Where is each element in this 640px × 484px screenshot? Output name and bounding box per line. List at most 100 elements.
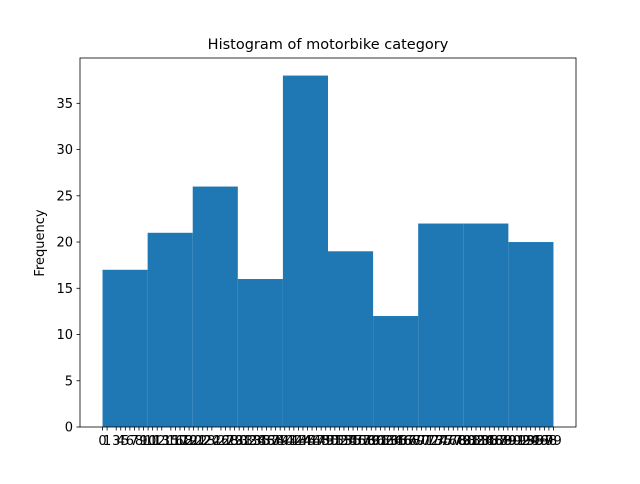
x-tick-label: 47: [308, 434, 325, 449]
x-tick-label: 6: [126, 434, 134, 449]
x-tick-label: 69: [409, 434, 426, 449]
x-tick-label: 84: [477, 434, 494, 449]
x-tick-label: 59: [363, 434, 380, 449]
x-tick-label: 71: [418, 434, 435, 449]
x-tick-label: 49: [317, 434, 334, 449]
x-tick-label: 31: [235, 434, 252, 449]
x-tick-label: 58: [358, 434, 375, 449]
x-tick-label: 95: [527, 434, 544, 449]
x-tick-label: 51: [327, 434, 344, 449]
x-tick-label: 34: [249, 434, 266, 449]
histogram-bar: [192, 186, 238, 427]
x-tick-label: 16: [167, 434, 184, 449]
y-axis: 0 5 10 15 20 25 30 35: [56, 97, 80, 436]
x-tick-label: 72: [422, 434, 439, 449]
x-tick-label: 83: [472, 434, 489, 449]
y-axis-label: Frequency: [33, 209, 48, 276]
x-tick-label: 15: [163, 434, 180, 449]
chart-title: Histogram of motorbike category: [208, 37, 449, 53]
x-tick-label: 81: [463, 434, 480, 449]
histogram-bar: [463, 223, 509, 427]
histogram-bar: [102, 269, 148, 427]
x-tick-label: 42: [286, 434, 303, 449]
y-tick-label: 35: [56, 97, 73, 112]
x-tick-label: 19: [181, 434, 198, 449]
x-tick-label: 56: [349, 434, 366, 449]
x-tick-label: 27: [217, 434, 234, 449]
x-tick-label: 76: [440, 434, 457, 449]
x-tick-label: 28: [222, 434, 239, 449]
x-tick-label: 17: [172, 434, 189, 449]
bars-group: [102, 75, 554, 428]
x-tick-label: 3: [112, 434, 120, 449]
x-tick-label: 97: [536, 434, 553, 449]
x-tick-label: 44: [295, 434, 312, 449]
x-tick-label: 73: [427, 434, 444, 449]
x-tick-label: 78: [450, 434, 467, 449]
x-tick-label: 93: [518, 434, 535, 449]
x-tick-label: 75: [436, 434, 453, 449]
x-tick-label: 86: [486, 434, 503, 449]
x-tick-label: 64: [386, 434, 403, 449]
x-tick-label: 67: [399, 434, 416, 449]
x-tick-label: 74: [431, 434, 448, 449]
x-axis: 01 34567891011121315161718192021222324262…: [98, 427, 562, 449]
x-tick-label: 63: [381, 434, 398, 449]
y-tick-label: 10: [56, 328, 73, 343]
x-tick-label: 68: [404, 434, 421, 449]
x-tick-label: 4: [117, 434, 125, 449]
x-tick-label: 98: [541, 434, 558, 449]
x-tick-label: 22: [194, 434, 211, 449]
histogram-bar: [508, 242, 554, 427]
histogram-bar: [147, 232, 193, 427]
x-tick-label: 0: [98, 434, 106, 449]
x-tick-label: 50: [322, 434, 339, 449]
x-tick-label: 82: [468, 434, 485, 449]
x-tick-label: 65: [390, 434, 407, 449]
x-tick-label: 48: [313, 434, 330, 449]
x-tick-label: 8: [135, 434, 143, 449]
x-tick-label: 29: [226, 434, 243, 449]
x-tick-label: 53: [336, 434, 353, 449]
histogram-bar: [237, 279, 283, 427]
x-tick-label: 54: [340, 434, 357, 449]
x-tick-label: 9: [139, 434, 147, 449]
x-tick-label: 87: [491, 434, 508, 449]
histogram-bar: [373, 316, 419, 427]
plot-frame: [79, 57, 577, 428]
x-tick-label: 99: [545, 434, 562, 449]
x-tick-label: 60: [368, 434, 385, 449]
x-tick-label: 57: [354, 434, 371, 449]
x-tick-label: 80: [459, 434, 476, 449]
y-tick-label: 30: [56, 143, 73, 158]
x-tick-label: 88: [495, 434, 512, 449]
x-tick-label: 85: [481, 434, 498, 449]
x-tick-label: 21: [190, 434, 207, 449]
x-tick-label: 55: [345, 434, 362, 449]
x-tick-label: 20: [185, 434, 202, 449]
x-tick-label: 66: [395, 434, 412, 449]
x-tick-label: 70: [413, 434, 430, 449]
x-tick-label: 11: [144, 434, 161, 449]
y-tick-label: 20: [56, 236, 73, 251]
x-tick-label: 41: [281, 434, 298, 449]
x-tick-label: 52: [331, 434, 348, 449]
x-tick-label: 94: [522, 434, 539, 449]
x-tick-label: 96: [532, 434, 549, 449]
x-tick-label: 91: [509, 434, 526, 449]
x-tick-label: 77: [445, 434, 462, 449]
x-tick-label: 23: [199, 434, 216, 449]
y-tick-label: 25: [56, 189, 73, 204]
x-tick-label: 45: [299, 434, 316, 449]
histogram-bar: [282, 75, 328, 428]
x-tick-label: 5: [121, 434, 129, 449]
x-tick-label: 90: [504, 434, 521, 449]
x-tick-label: 40: [276, 434, 293, 449]
x-tick-label: 38: [267, 434, 284, 449]
x-tick-label: 61: [372, 434, 389, 449]
x-tick-label: 37: [263, 434, 280, 449]
x-tick-label: 33: [245, 434, 262, 449]
x-tick-label: 32: [240, 434, 257, 449]
